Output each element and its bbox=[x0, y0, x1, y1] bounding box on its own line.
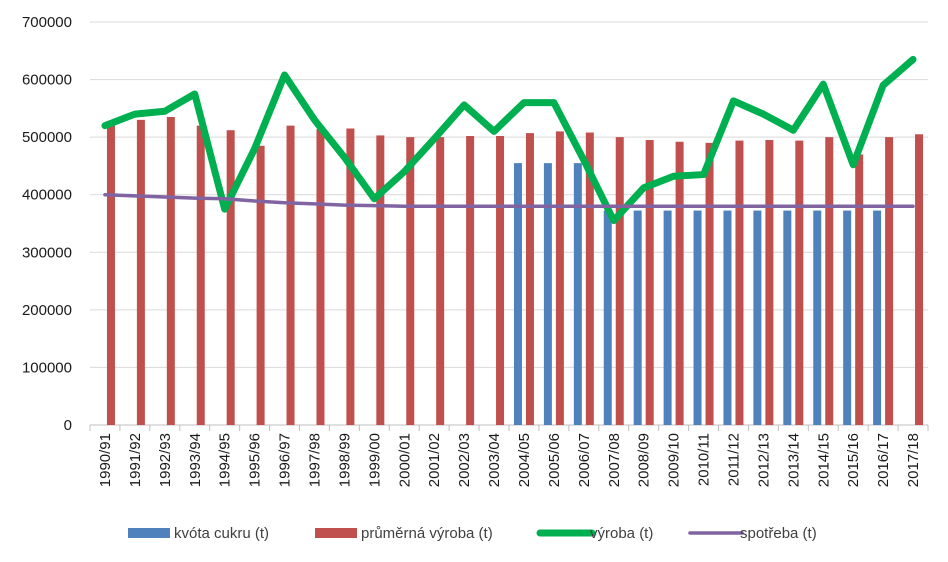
bar-prumerna-vyroba bbox=[885, 137, 894, 425]
bar-kvota bbox=[603, 210, 612, 425]
y-axis-ticks: 0 100000 200000 300000 400000 500000 600000 700… bbox=[22, 14, 72, 434]
bar-prumerna-vyroba bbox=[256, 145, 265, 425]
bar-prumerna-vyroba bbox=[525, 133, 534, 425]
legend-swatch bbox=[315, 528, 357, 538]
y-tick-label: 500000 bbox=[22, 129, 72, 146]
bar-kvota bbox=[783, 210, 792, 425]
x-tick-label: 2009/10 bbox=[666, 433, 683, 487]
line-spotreba bbox=[103, 192, 915, 208]
x-tick-label: 1991/92 bbox=[127, 433, 144, 487]
bar-kvota bbox=[513, 163, 522, 425]
bar-kvota bbox=[573, 163, 582, 425]
x-axis-ticks: 1990/91 1991/92 1992/93 1993/94 1994/95 1995/… bbox=[89, 425, 929, 487]
x-tick-label: 2006/07 bbox=[576, 433, 593, 487]
bar-kvota bbox=[633, 210, 642, 425]
x-tick-label: 2002/03 bbox=[456, 433, 473, 487]
bar-prumerna-vyroba bbox=[436, 137, 445, 425]
x-tick-label: 2000/01 bbox=[396, 433, 413, 487]
bar-prumerna-vyroba bbox=[645, 140, 654, 425]
y-tick-label: 700000 bbox=[22, 14, 72, 31]
bar-kvota bbox=[543, 163, 552, 425]
x-tick-label: 2014/15 bbox=[815, 433, 832, 487]
bar-prumerna-vyroba bbox=[705, 142, 714, 425]
bar-prumerna-vyroba bbox=[466, 135, 475, 425]
x-tick-label: 1993/94 bbox=[187, 433, 204, 487]
bar-prumerna-vyroba bbox=[406, 137, 415, 425]
y-tick-label: 100000 bbox=[22, 359, 72, 376]
x-tick-label: 1995/96 bbox=[247, 433, 264, 487]
x-tick-label: 2010/11 bbox=[696, 433, 713, 486]
bar-prumerna-vyroba bbox=[825, 137, 834, 425]
x-tick-label: 2017/18 bbox=[905, 433, 922, 487]
y-tick-label: 0 bbox=[64, 417, 72, 434]
series-lines bbox=[101, 55, 917, 225]
y-tick-label: 400000 bbox=[22, 187, 72, 204]
bar-prumerna-vyroba bbox=[226, 130, 235, 425]
x-tick-label: 1999/00 bbox=[366, 433, 383, 487]
bar-kvota bbox=[753, 210, 762, 425]
bar-prumerna-vyroba bbox=[675, 141, 684, 425]
x-tick-label: 1996/97 bbox=[277, 433, 294, 487]
bar-prumerna-vyroba bbox=[915, 134, 924, 425]
bar-prumerna-vyroba bbox=[735, 140, 744, 425]
x-tick-label: 2004/05 bbox=[516, 433, 533, 487]
bar-prumerna-vyroba bbox=[166, 116, 175, 425]
legend-swatch bbox=[128, 528, 170, 538]
bar-prumerna-vyroba bbox=[106, 123, 115, 425]
legend-label: průměrná výroba (t) bbox=[361, 525, 493, 542]
bar-prumerna-vyroba bbox=[855, 154, 864, 425]
legend-label: výroba (t) bbox=[590, 525, 653, 542]
bar-kvota bbox=[873, 210, 882, 425]
bar-prumerna-vyroba bbox=[316, 129, 325, 425]
bars bbox=[106, 116, 924, 425]
bar-prumerna-vyroba bbox=[496, 135, 505, 425]
bar-kvota bbox=[663, 210, 672, 425]
bar-prumerna-vyroba bbox=[136, 119, 145, 425]
x-tick-label: 2001/02 bbox=[426, 433, 443, 487]
x-tick-label: 2008/09 bbox=[636, 433, 653, 487]
bar-prumerna-vyroba bbox=[346, 128, 355, 425]
bar-prumerna-vyroba bbox=[286, 125, 295, 425]
legend-label: kvóta cukru (t) bbox=[174, 525, 269, 542]
x-tick-label: 2007/08 bbox=[606, 433, 623, 487]
legend-label: spotřeba (t) bbox=[740, 525, 817, 542]
x-tick-label: 2011/12 bbox=[725, 433, 742, 486]
x-tick-label: 2013/14 bbox=[785, 433, 802, 487]
bar-prumerna-vyroba bbox=[376, 135, 385, 425]
bar-prumerna-vyroba bbox=[615, 137, 624, 425]
x-tick-label: 1994/95 bbox=[217, 433, 234, 487]
bar-prumerna-vyroba bbox=[196, 125, 205, 425]
y-tick-label: 300000 bbox=[22, 244, 72, 261]
legend: kvóta cukru (t) průměrná výroba (t) výroba… bbox=[128, 525, 817, 542]
y-tick-label: 200000 bbox=[22, 302, 72, 319]
line-vyroba bbox=[101, 55, 917, 225]
bar-prumerna-vyroba bbox=[585, 132, 594, 425]
bar-kvota bbox=[843, 210, 852, 425]
x-tick-label: 2015/16 bbox=[845, 433, 862, 487]
x-tick-label: 1998/99 bbox=[336, 433, 353, 487]
bar-prumerna-vyroba bbox=[765, 140, 774, 425]
bar-prumerna-vyroba bbox=[555, 131, 564, 425]
x-tick-label: 2003/04 bbox=[486, 433, 503, 487]
x-tick-label: 2012/13 bbox=[755, 433, 772, 487]
bar-kvota bbox=[813, 210, 822, 425]
bar-kvota bbox=[693, 210, 702, 425]
x-tick-label: 2005/06 bbox=[546, 433, 563, 487]
x-tick-label: 1992/93 bbox=[157, 433, 174, 487]
bar-kvota bbox=[723, 210, 732, 425]
x-tick-label: 1997/98 bbox=[306, 433, 323, 487]
x-tick-label: 2016/17 bbox=[875, 433, 892, 487]
x-tick-label: 1990/91 bbox=[97, 433, 114, 487]
bar-prumerna-vyroba bbox=[795, 140, 804, 425]
y-tick-label: 600000 bbox=[22, 72, 72, 89]
